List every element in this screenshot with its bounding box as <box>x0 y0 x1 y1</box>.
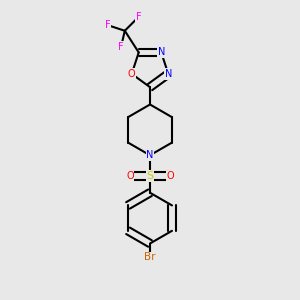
Text: O: O <box>128 69 136 79</box>
Text: S: S <box>146 171 154 181</box>
Text: O: O <box>126 171 134 181</box>
Text: N: N <box>165 69 172 79</box>
Text: F: F <box>118 42 124 52</box>
Text: F: F <box>105 20 111 30</box>
Text: Br: Br <box>144 252 156 262</box>
Text: N: N <box>158 47 165 57</box>
Text: N: N <box>146 150 154 160</box>
Text: O: O <box>166 171 174 181</box>
Text: F: F <box>136 12 142 22</box>
